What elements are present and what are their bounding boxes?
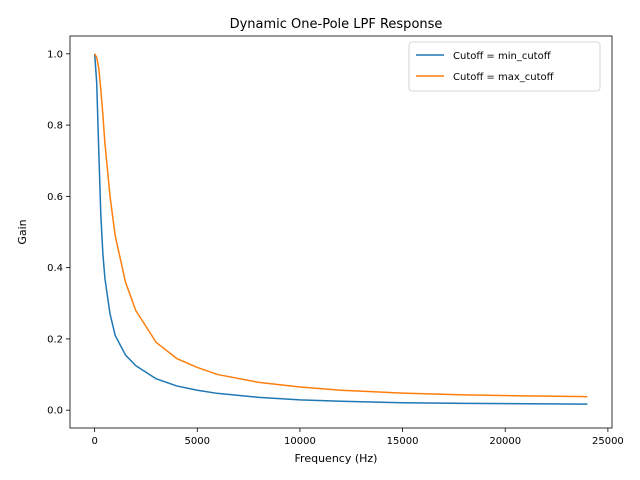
x-axis: 0 5000 10000 15000 20000 25000 — [91, 428, 624, 447]
x-tick-label: 20000 — [489, 436, 521, 447]
x-axis-label: Frequency (Hz) — [295, 452, 378, 465]
y-tick-label: 0.0 — [47, 406, 63, 417]
plot-frame — [69, 35, 613, 429]
y-axis-label: Gain — [16, 219, 29, 244]
x-tick-label: 0 — [91, 436, 97, 447]
y-tick-label: 0.6 — [47, 192, 63, 203]
plot-area — [70, 36, 612, 428]
series-line-max-cutoff — [93, 53, 588, 398]
series-line-min-cutoff — [93, 53, 588, 405]
y-tick-label: 1.0 — [47, 49, 63, 60]
legend: Cutoff = min_cutoff Cutoff = max_cutoff — [408, 41, 601, 92]
legend-label-max-cutoff: Cutoff = max_cutoff — [453, 72, 555, 83]
x-tick-label: 15000 — [387, 436, 419, 447]
x-tick-label: 5000 — [185, 436, 210, 447]
y-tick-label: 0.4 — [47, 263, 63, 274]
x-tick-label: 25000 — [592, 436, 624, 447]
legend-frame — [408, 41, 601, 92]
legend-label-min-cutoff: Cutoff = min_cutoff — [453, 51, 552, 62]
series-layer — [93, 53, 588, 405]
y-tick-label: 0.8 — [47, 121, 63, 132]
chart-title: Dynamic One-Pole LPF Response — [230, 17, 443, 32]
x-tick-label: 10000 — [284, 436, 316, 447]
y-axis: 0.0 0.2 0.4 0.6 0.8 1.0 — [47, 49, 70, 417]
y-tick-label: 0.2 — [47, 334, 63, 345]
